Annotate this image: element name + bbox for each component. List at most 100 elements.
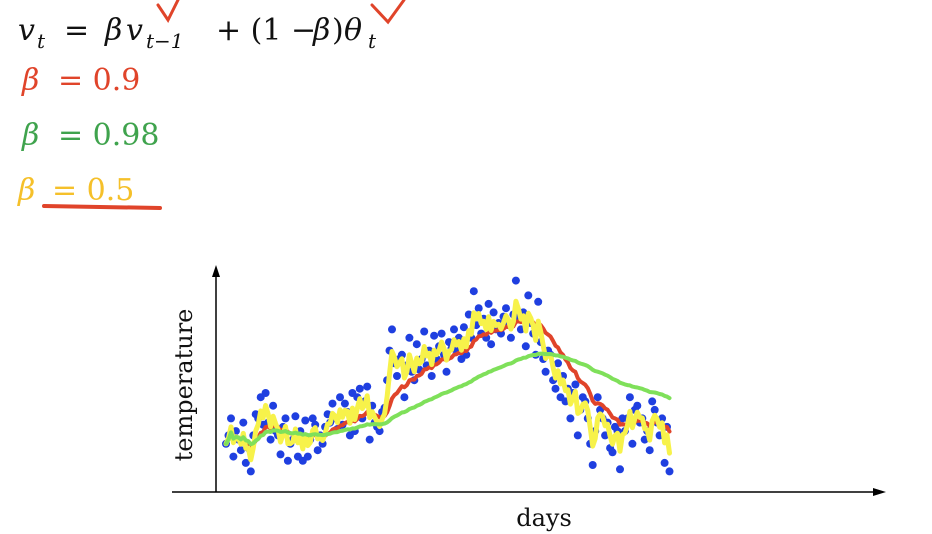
data-point [506, 333, 515, 342]
data-point [393, 372, 401, 380]
formula-t-subscript: t [37, 29, 46, 53]
data-point [355, 384, 364, 393]
data-point [524, 291, 533, 300]
data-point [554, 359, 562, 368]
data-point [340, 399, 349, 408]
data-point [660, 458, 669, 467]
data-point [291, 412, 300, 421]
data-point [616, 465, 624, 474]
data-point [633, 401, 642, 410]
data-point [336, 393, 344, 402]
data-point [645, 446, 654, 455]
beta-symbol: β [21, 63, 39, 98]
data-point [541, 367, 550, 376]
data-point [588, 461, 597, 469]
underline-annotation [42, 204, 162, 210]
data-point [400, 393, 409, 402]
beta-value: = 0.98 [58, 118, 159, 153]
data-point [551, 384, 560, 393]
data-point [420, 327, 429, 336]
formula-theta: θ [344, 13, 362, 48]
check-mark-icon [156, 0, 180, 23]
data-point [308, 414, 317, 423]
data-point [502, 304, 510, 313]
formula-panel: v t = β v t−1 + (1 − β ) θ t β = 0.9 β =… [17, 0, 406, 210]
formula-v: v [18, 13, 35, 48]
data-point [266, 435, 275, 444]
beta-value: = 0.5 [52, 173, 134, 208]
data-point [511, 276, 520, 285]
data-point [427, 372, 436, 380]
data-point [388, 325, 396, 334]
data-point [650, 405, 659, 414]
data-point [236, 446, 245, 455]
formula-t-minus-1-subscript: t−1 [146, 29, 184, 53]
formula-one-minus: + (1 − [216, 13, 316, 48]
x-axis-arrow-icon [873, 488, 886, 496]
data-point [454, 333, 463, 342]
y-axis-arrow-icon [212, 265, 220, 277]
data-point [313, 446, 322, 455]
formula-beta: β [104, 13, 122, 48]
formula-equals: = [64, 13, 89, 48]
data-point [442, 367, 451, 376]
data-point [328, 399, 337, 408]
formula-theta-subscript: t [368, 29, 377, 53]
lines-layer [223, 298, 672, 463]
data-point [521, 342, 530, 351]
data-point [484, 299, 493, 308]
data-point [534, 297, 543, 306]
data-point [241, 458, 250, 467]
data-point [283, 456, 292, 465]
data-point [227, 414, 235, 423]
data-point [261, 389, 270, 397]
data-point [363, 382, 372, 391]
data-point [566, 414, 575, 423]
data-point [276, 450, 285, 459]
data-point [474, 304, 483, 313]
data-point [625, 393, 634, 402]
x-axis-label: days [516, 504, 572, 532]
beta-symbol: β [17, 173, 35, 208]
data-point [239, 418, 248, 427]
data-point [229, 452, 238, 461]
data-point [375, 427, 384, 436]
data-point [489, 308, 498, 317]
data-point [573, 431, 582, 440]
data-point [430, 331, 439, 340]
data-point [303, 452, 312, 461]
smoothed-series-line [224, 351, 672, 447]
data-point [437, 329, 446, 338]
beta-row-2: β = 0.5 [17, 173, 134, 208]
formula-beta-2: β [312, 13, 330, 48]
check-mark-icon [370, 0, 406, 25]
data-point [628, 439, 637, 448]
data-point [281, 414, 290, 423]
beta-symbol: β [21, 118, 39, 153]
data-point [450, 325, 458, 334]
data-point [571, 380, 580, 389]
data-point [246, 467, 255, 476]
beta-value: = 0.9 [58, 63, 140, 98]
data-point [301, 416, 310, 425]
data-point [405, 333, 414, 342]
data-point [365, 435, 374, 444]
smoothed-series-line [223, 298, 672, 463]
data-point [397, 350, 406, 359]
data-point [269, 401, 278, 410]
temperature-chart: days temperature [170, 265, 886, 532]
data-point [464, 310, 473, 319]
data-point [608, 448, 617, 457]
data-point [459, 323, 468, 332]
data-point [412, 340, 421, 349]
y-axis-label: temperature [170, 309, 198, 462]
data-point [469, 287, 478, 296]
data-point [648, 397, 657, 406]
beta-row-1: β = 0.98 [21, 118, 159, 153]
beta-row-0: β = 0.9 [21, 63, 140, 98]
data-point [487, 340, 496, 349]
data-point [665, 467, 674, 476]
formula-v-prev: v [126, 13, 143, 48]
data-point [593, 393, 602, 402]
formula-close-paren: ) [332, 13, 344, 48]
